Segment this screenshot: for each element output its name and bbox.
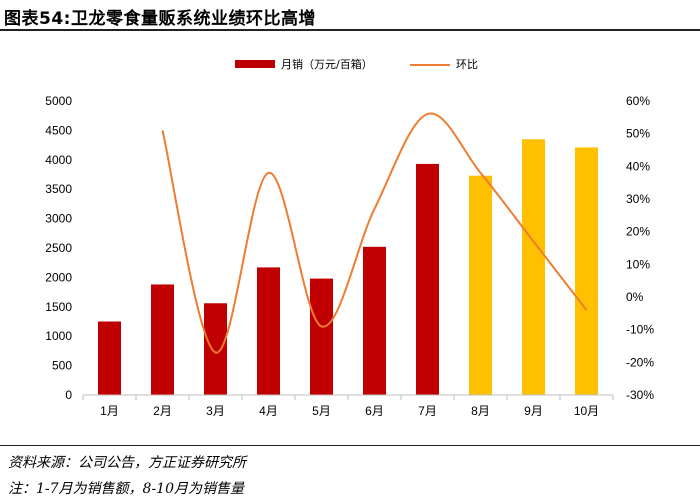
y-right-tick-label: 60% [626,94,650,108]
x-tick-label: 7月 [418,404,437,418]
x-tick-label: 2月 [153,404,172,418]
remark-note: 注：1-7月为销售额，8-10月为销售量 [8,481,244,497]
y-left-tick-label: 3500 [45,182,72,196]
bar [310,278,333,395]
x-tick-label: 6月 [365,404,384,418]
bar [416,163,439,395]
x-tick-label: 3月 [206,404,225,418]
y-left-tick-label: 500 [52,359,72,373]
y-left-tick-label: 5000 [45,94,72,108]
legend: 月销（万元/百箱） 环比 [235,57,478,71]
line-series [161,112,588,354]
y-left-tick-label: 3000 [45,212,72,226]
x-tick-label: 9月 [524,404,543,418]
y-right-tick-label: 0% [626,290,644,304]
y-right-tick-label: 10% [626,257,650,271]
y-right-tick-label: 20% [626,225,650,239]
x-tick-label: 8月 [471,404,490,418]
legend-label-line: 环比 [456,58,478,71]
x-tick-label: 4月 [259,404,278,418]
bar [363,246,386,395]
y-right-tick-label: 30% [626,192,650,206]
bar [469,175,492,395]
legend-label-bar: 月销（万元/百箱） [281,57,373,71]
bar [98,321,121,395]
chart-title: 图表54:卫龙零食量贩系统业绩环比高增 [4,9,316,29]
x-tick-label: 5月 [312,404,331,418]
mom-line [161,112,588,354]
title-divider [0,29,700,31]
y-left-tick-label: 1500 [45,300,72,314]
bar [204,303,227,395]
bar [151,284,174,395]
y-right-tick-label: -10% [626,323,654,337]
title-bar: 图表54:卫龙零食量贩系统业绩环比高增 [0,0,700,30]
y-left-tick-label: 2000 [45,270,72,284]
y-left-tick-label: 0 [65,388,72,402]
x-tick-label: 1月 [100,404,119,418]
bar [257,267,280,395]
y-left-tick-label: 4000 [45,153,72,167]
legend-swatch-bar [235,60,275,68]
source-note: 资料来源：公司公告，方正证券研究所 [8,455,246,471]
y-right-tick-label: -30% [626,388,654,402]
y-left-tick-label: 4500 [45,123,72,137]
x-tick-label: 10月 [574,404,599,418]
y-right-tick-label: 50% [626,127,650,141]
y-left-tick-label: 1000 [45,329,72,343]
footer-divider [0,445,700,446]
bar [522,139,545,395]
y-right-tick-label: -20% [626,355,654,369]
axes: 0 500 1000 1500 2000 2500 3000 3500 4000 4500 5000… [45,94,654,418]
chart: 月销（万元/百箱） 环比 0 500 1000 1500 2000 2500 3000 3500… [45,57,654,418]
bar [575,147,598,395]
y-left-tick-label: 2500 [45,241,72,255]
y-right-tick-label: 40% [626,159,650,173]
bar-series [98,139,598,395]
